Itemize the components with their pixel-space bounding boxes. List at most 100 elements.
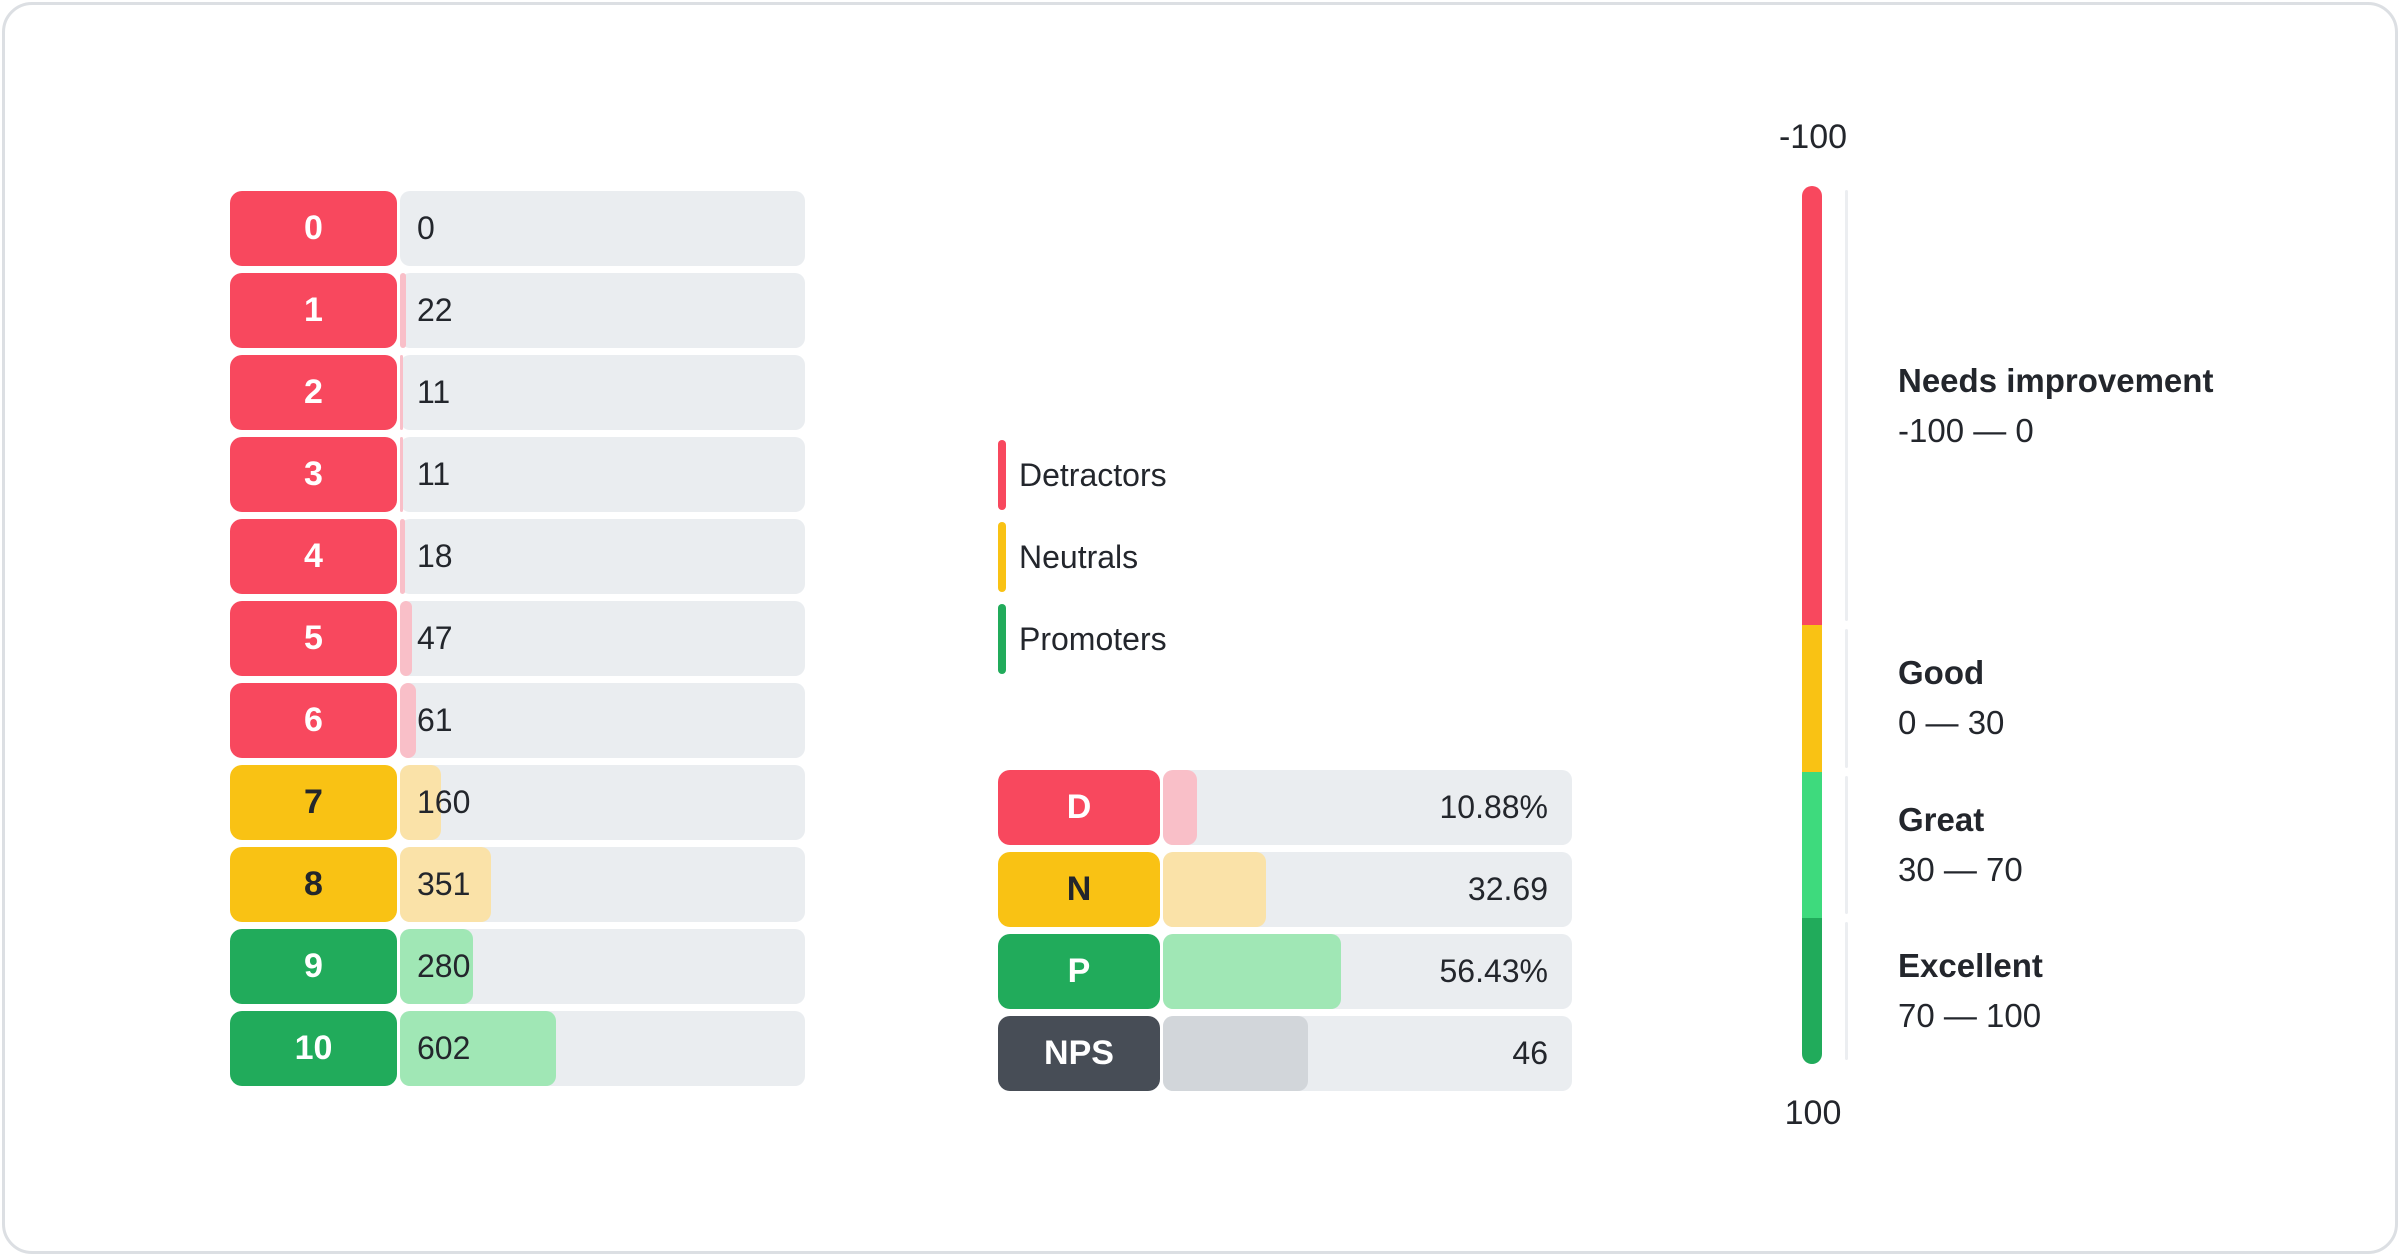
summary-track-D: 10.88% <box>1163 770 1572 845</box>
score-track-5: 47 <box>400 601 805 676</box>
summary-value-NPS: 46 <box>1512 1035 1548 1071</box>
score-count-6: 61 <box>417 702 453 738</box>
score-bar-fill-8 <box>400 847 491 922</box>
legend-swatch-detractor <box>998 440 1006 510</box>
summary-row-D: D 10.88% <box>998 770 1572 845</box>
summary-value-D: 10.88% <box>1439 789 1548 825</box>
score-count-10: 602 <box>417 1030 471 1066</box>
summary-pill-NPS: NPS <box>998 1016 1160 1091</box>
score-bar-fill-2 <box>400 355 403 430</box>
legend-item-neutral: Neutrals <box>998 522 1167 592</box>
score-count-9: 280 <box>417 948 471 984</box>
summary-pill-D: D <box>998 770 1160 845</box>
gauge-bar <box>1802 186 1822 1064</box>
legend-swatch-neutral <box>998 522 1006 592</box>
summary-row-P: P 56.43% <box>998 934 1572 1009</box>
summary-pill-P: P <box>998 934 1160 1009</box>
gauge-max-label: 100 <box>1784 1094 1842 1132</box>
score-pill-7: 7 <box>230 765 397 840</box>
score-row-8: 8 351 <box>230 847 805 922</box>
gauge-band-label-1: Good 0 — 30 <box>1898 654 2328 742</box>
score-pill-6: 6 <box>230 683 397 758</box>
gauge-band-range-3: 70 — 100 <box>1898 996 2042 1034</box>
legend-label-detractor: Detractors <box>1019 456 1167 493</box>
legend-label-promoter: Promoters <box>1019 620 1167 657</box>
score-track-6: 61 <box>400 683 805 758</box>
score-row-5: 5 47 <box>230 601 805 676</box>
score-track-10: 602 <box>400 1011 805 1086</box>
gauge-band-label-3: Excellent 70 — 100 <box>1898 947 2328 1035</box>
summary-bar-fill-N <box>1163 852 1266 927</box>
gauge-segment-3 <box>1802 917 1822 1064</box>
summary-pill-N: N <box>998 852 1160 927</box>
summary-track-P: 56.43% <box>1163 934 1572 1009</box>
score-bar-fill-5 <box>400 601 413 676</box>
score-count-3: 11 <box>417 456 451 492</box>
score-bar-fill-3 <box>400 437 403 512</box>
gauge-band-title-0: Needs improvement <box>1898 361 2214 399</box>
legend-item-promoter: Promoters <box>998 604 1167 674</box>
summary-track-NPS: 46 <box>1163 1016 1572 1091</box>
gauge-axis-line-3 <box>1845 921 1848 1060</box>
gauge-min-label: -100 <box>1778 118 1848 156</box>
gauge-band-label-0: Needs improvement -100 — 0 <box>1898 362 2328 450</box>
summary-bar-fill-P <box>1163 934 1341 1009</box>
gauge-axis-line-0 <box>1845 190 1848 621</box>
gauge-segment-2 <box>1802 771 1822 918</box>
score-count-7: 160 <box>417 784 471 820</box>
gauge-axis-line-2 <box>1845 775 1848 914</box>
summary-row-NPS: NPS 46 <box>998 1016 1572 1091</box>
gauge-band-title-1: Good <box>1898 654 1985 692</box>
score-pill-3: 3 <box>230 437 397 512</box>
score-bar-fill-7 <box>400 765 442 840</box>
score-row-3: 3 11 <box>230 437 805 512</box>
score-bar-fill-9 <box>400 929 473 1004</box>
score-bar-fill-10 <box>400 1011 556 1086</box>
score-bar-fill-4 <box>400 519 405 594</box>
summary-track-N: 32.69 <box>1163 852 1572 927</box>
gauge-band-range-0: -100 — 0 <box>1898 411 2034 449</box>
score-pill-0: 0 <box>230 191 397 266</box>
score-count-1: 22 <box>417 292 453 328</box>
gauge-band-label-2: Great 30 — 70 <box>1898 801 2328 889</box>
score-track-8: 351 <box>400 847 805 922</box>
gauge-band-title-3: Excellent <box>1898 946 2043 984</box>
score-track-4: 18 <box>400 519 805 594</box>
score-count-0: 0 <box>417 210 435 246</box>
gauge-band-range-2: 30 — 70 <box>1898 850 2023 888</box>
gauge-segment-1 <box>1802 625 1822 772</box>
score-row-6: 6 61 <box>230 683 805 758</box>
score-row-7: 7 160 <box>230 765 805 840</box>
legend: Detractors Neutrals Promoters <box>998 440 1167 686</box>
summary-bar-fill-D <box>1163 770 1198 845</box>
score-bar-fill-1 <box>400 273 406 348</box>
score-count-4: 18 <box>417 538 453 574</box>
score-count-5: 47 <box>417 620 453 656</box>
score-track-3: 11 <box>400 437 805 512</box>
score-count-8: 351 <box>417 866 471 902</box>
summary-value-N: 32.69 <box>1467 871 1548 907</box>
score-track-0: 0 <box>400 191 805 266</box>
score-row-10: 10 602 <box>230 1011 805 1086</box>
score-count-2: 11 <box>417 374 451 410</box>
score-row-9: 9 280 <box>230 929 805 1004</box>
gauge-band-range-1: 0 — 30 <box>1898 704 2005 742</box>
summary-row-N: N 32.69 <box>998 852 1572 927</box>
score-pill-8: 8 <box>230 847 397 922</box>
summary-bar-fill-NPS <box>1163 1016 1308 1091</box>
gauge-axis-line-1 <box>1845 629 1848 768</box>
score-row-2: 2 11 <box>230 355 805 430</box>
score-row-4: 4 18 <box>230 519 805 594</box>
legend-item-detractor: Detractors <box>998 440 1167 510</box>
gauge-segment-0 <box>1802 186 1822 625</box>
score-distribution-chart: 0 0 1 22 2 11 3 11 4 18 5 47 6 61 7 160 8 351 9 280 10 602 <box>230 191 805 1093</box>
score-pill-9: 9 <box>230 929 397 1004</box>
score-track-2: 11 <box>400 355 805 430</box>
score-track-9: 280 <box>400 929 805 1004</box>
legend-swatch-promoter <box>998 604 1006 674</box>
score-pill-2: 2 <box>230 355 397 430</box>
score-pill-1: 1 <box>230 273 397 348</box>
score-row-1: 1 22 <box>230 273 805 348</box>
